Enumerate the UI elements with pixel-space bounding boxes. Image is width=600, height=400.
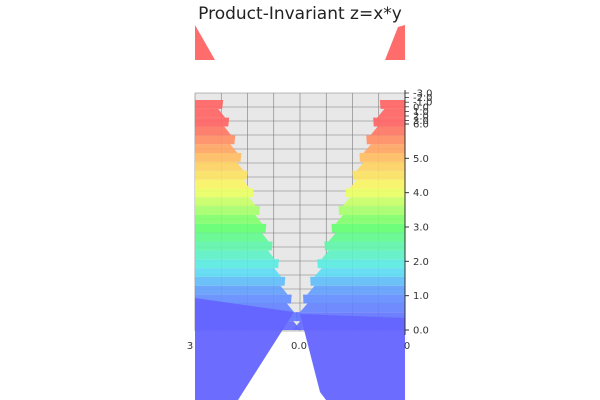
surface-band: [310, 276, 405, 286]
right-surface-wing: [292, 25, 405, 400]
surface-band: [195, 268, 282, 277]
z-tick-label: 5.0: [413, 154, 429, 165]
surface-band: [363, 144, 405, 154]
surface-band: [195, 259, 279, 269]
z-tick-label: 0.0: [413, 102, 429, 113]
surface-band: [328, 232, 405, 242]
surface-band: [338, 206, 405, 215]
surface-band: [195, 223, 267, 233]
surface-band: [352, 170, 405, 180]
x-tick-label: 3: [187, 341, 193, 352]
surface-band: [377, 108, 405, 118]
surface-band: [195, 285, 288, 295]
surface-band: [195, 188, 254, 198]
z-tick-label: -1.0: [413, 98, 433, 109]
surface-band: [349, 179, 405, 189]
surface-band: [345, 188, 405, 198]
surface-band: [359, 153, 405, 162]
surface-band: [195, 126, 232, 136]
surface-band: [195, 294, 292, 304]
z-tick-label: -2.0: [413, 93, 433, 104]
surface-band: [324, 241, 405, 251]
surface-band: [303, 294, 405, 304]
surface-band: [195, 206, 261, 215]
z-tick-label: 3.0: [413, 223, 429, 234]
surface-band: [307, 285, 405, 295]
chart-title: Product-Invariant z=x*y: [198, 4, 402, 24]
x-tick-label: 0: [404, 341, 410, 352]
z-tick-label: 1.0: [413, 291, 429, 302]
surface-band: [195, 170, 248, 180]
z-tick-label: 2.0: [413, 257, 429, 268]
surface-band: [195, 153, 242, 162]
surface-top-cap: [195, 25, 215, 60]
surface-band: [195, 197, 257, 207]
surface-band: [195, 232, 269, 242]
z-tick-label: 4.0: [413, 188, 429, 199]
surface-band: [195, 276, 286, 286]
surface-band: [195, 144, 238, 154]
surface-band: [331, 223, 405, 233]
surface-band: [373, 117, 405, 127]
surface-band: [195, 179, 250, 189]
surface-band: [195, 161, 244, 171]
x-tick-label: 0.0: [291, 341, 307, 352]
surface-band: [379, 99, 405, 109]
z-tick-label: -3.0: [413, 89, 433, 100]
surface-band: [195, 214, 263, 224]
surface-low-region: [300, 314, 405, 400]
surface-band: [370, 126, 405, 136]
surface-band: [314, 268, 405, 277]
surface-low-region: [195, 298, 294, 400]
surface-band: [299, 303, 405, 313]
surface-band: [195, 135, 236, 145]
left-surface-wing: [195, 25, 301, 400]
x-axis: 3 0.0 0: [187, 341, 410, 352]
z-tick-label: 1.0: [413, 107, 429, 118]
surface-band: [321, 250, 405, 260]
surface-band: [356, 161, 405, 171]
surface-band: [195, 241, 273, 251]
z-tick-label: 6.0: [413, 120, 429, 131]
surface-band: [366, 135, 405, 145]
z-axis: 6.05.04.03.02.01.00.0-3.0-2.0-1.00.01.02…: [404, 89, 433, 337]
surface-band: [342, 197, 405, 207]
surface-band: [195, 250, 275, 260]
surface-band: [335, 214, 405, 224]
surface-band: [317, 259, 405, 269]
surface-band: [195, 117, 230, 127]
surface-top-cap: [385, 25, 405, 60]
z-tick-label: 0.0: [413, 326, 429, 337]
surface-band: [195, 108, 226, 118]
surface-band: [195, 99, 224, 109]
z-tick-label: 3.0: [413, 116, 429, 127]
z-tick-label: 2.0: [413, 112, 429, 123]
